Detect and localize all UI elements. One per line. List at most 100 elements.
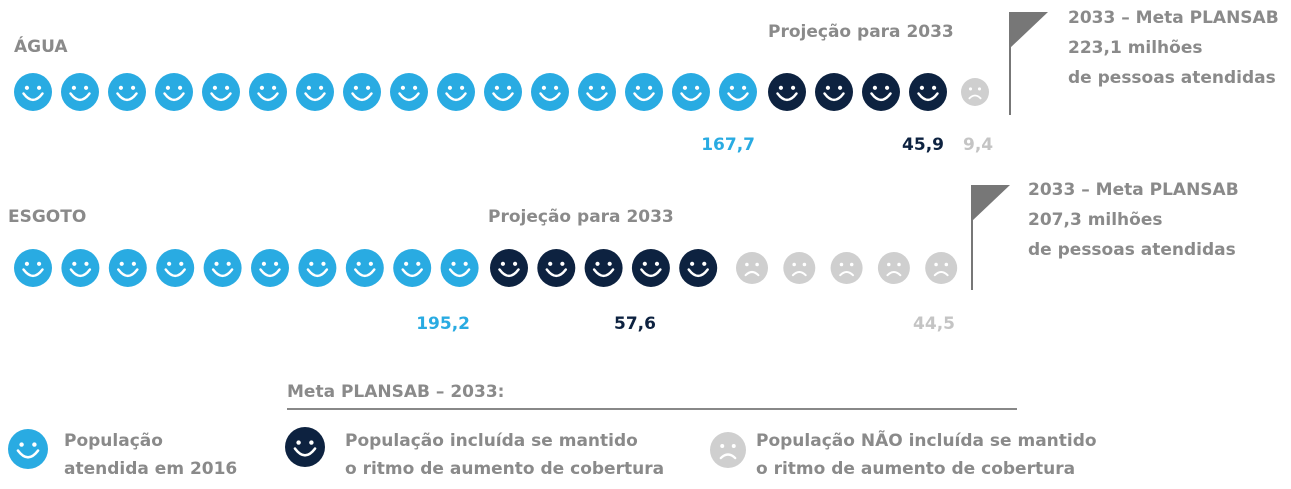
- mouth: [69, 92, 91, 102]
- mouth: [791, 270, 807, 277]
- mouth: [304, 92, 326, 102]
- mouth: [545, 268, 568, 278]
- mouth: [69, 268, 92, 278]
- eye: [84, 261, 89, 266]
- face-icon: [285, 427, 325, 467]
- face: [783, 252, 816, 284]
- eye: [500, 261, 506, 266]
- face: [490, 249, 528, 287]
- goal-text: de pessoas atendidas: [1068, 68, 1276, 88]
- eye: [494, 85, 500, 90]
- face-icon: [925, 252, 958, 284]
- eye: [887, 262, 891, 267]
- mouth: [719, 453, 737, 460]
- face: [537, 249, 576, 287]
- face: [296, 73, 334, 111]
- eye: [934, 262, 938, 267]
- mouth: [498, 268, 520, 278]
- face: [14, 249, 52, 287]
- projection-label: Projeção para 2033: [488, 207, 674, 227]
- face: [672, 73, 710, 111]
- face: [815, 73, 853, 111]
- face-icon: [393, 249, 432, 287]
- face-icon: [672, 73, 710, 111]
- mouth: [117, 268, 139, 278]
- face-icon: [531, 73, 569, 111]
- face: [345, 249, 384, 287]
- eye: [32, 442, 37, 447]
- face-icon: [14, 73, 52, 111]
- mouth: [680, 92, 702, 102]
- eye: [36, 85, 42, 90]
- face-icon: [830, 252, 863, 284]
- face-icon: [202, 73, 240, 111]
- eye: [702, 261, 707, 266]
- legend-title: Meta PLANSAB – 2033:: [287, 382, 504, 402]
- mouth: [839, 270, 855, 277]
- row-label: ÁGUA: [14, 35, 68, 57]
- mouth: [933, 270, 949, 277]
- face-icon: [783, 252, 816, 284]
- eye: [977, 87, 982, 91]
- eye: [130, 85, 136, 90]
- eye: [118, 85, 124, 90]
- eye: [553, 85, 559, 90]
- face-icon: [251, 249, 289, 287]
- value: 195,2: [416, 314, 470, 334]
- eye: [273, 261, 279, 266]
- eye: [548, 261, 553, 266]
- eye: [404, 261, 409, 266]
- eye: [541, 85, 547, 90]
- face-icon: [345, 249, 384, 287]
- legend-text: o ritmo de aumento de cobertura: [345, 459, 664, 479]
- eye: [872, 85, 878, 90]
- legend-text: População NÃO incluída se mantido: [756, 428, 1097, 451]
- face: [251, 249, 289, 287]
- row-label: ESGOTO: [8, 207, 86, 227]
- mouth: [22, 92, 44, 102]
- face-icon: [679, 249, 718, 287]
- face-icon: [296, 73, 334, 111]
- face: [736, 252, 768, 284]
- goal-text: 2033 – Meta PLANSAB: [1028, 180, 1239, 200]
- eye: [755, 262, 759, 267]
- eye: [36, 261, 42, 266]
- eye: [459, 85, 465, 90]
- face: [343, 73, 381, 111]
- face-icon: [862, 73, 900, 111]
- face-icon: [537, 249, 576, 287]
- mouth: [586, 92, 608, 102]
- mouth: [448, 268, 471, 278]
- eye: [224, 85, 230, 90]
- eye: [119, 261, 124, 266]
- face-icon: [584, 249, 623, 287]
- eye: [595, 261, 600, 266]
- face-icon: [490, 249, 528, 287]
- eye: [321, 261, 326, 266]
- eye: [212, 85, 218, 90]
- eye: [177, 85, 183, 90]
- face: [393, 249, 432, 287]
- eye: [642, 261, 647, 266]
- eye: [588, 85, 594, 90]
- eye: [318, 85, 324, 90]
- mouth: [164, 268, 186, 278]
- eye: [884, 85, 890, 90]
- eye: [24, 261, 30, 266]
- eye: [944, 262, 949, 267]
- goal-text: de pessoas atendidas: [1028, 240, 1236, 260]
- eye: [165, 85, 171, 90]
- mouth: [259, 268, 281, 278]
- face: [625, 73, 663, 111]
- mouth: [776, 92, 798, 102]
- eye: [694, 85, 700, 90]
- mouth: [293, 447, 317, 457]
- eye: [506, 85, 512, 90]
- eye: [741, 85, 747, 90]
- eye: [259, 85, 265, 90]
- mouth: [870, 92, 892, 102]
- eye: [849, 262, 854, 267]
- face: [925, 252, 958, 284]
- face: [203, 249, 242, 287]
